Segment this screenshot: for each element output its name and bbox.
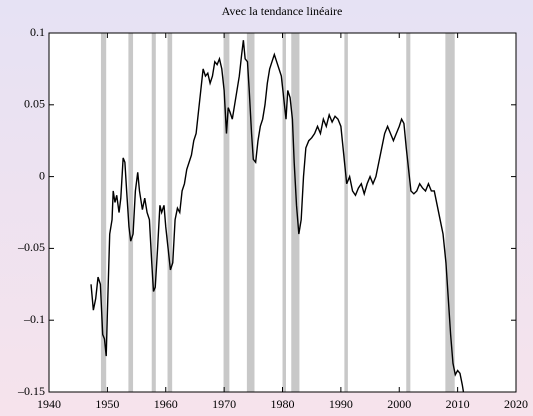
shaded-range bbox=[246, 33, 255, 392]
shaded-range bbox=[282, 33, 287, 392]
shaded-range bbox=[151, 33, 156, 392]
chart-title: Avec la tendance linéaire bbox=[222, 4, 343, 18]
x-tick-label: 1990 bbox=[329, 397, 353, 411]
y-tick-label: –0.05 bbox=[17, 240, 45, 254]
shaded-range bbox=[100, 33, 107, 392]
x-tick-label: 1940 bbox=[37, 397, 61, 411]
x-tick-label: 1960 bbox=[154, 397, 178, 411]
x-tick-label: 2000 bbox=[387, 397, 411, 411]
shaded-range bbox=[291, 33, 300, 392]
x-tick-label: 2010 bbox=[446, 397, 470, 411]
y-tick-label: –0.15 bbox=[17, 384, 45, 398]
shaded-range bbox=[445, 33, 455, 392]
shaded-range bbox=[344, 33, 348, 392]
shaded-range bbox=[128, 33, 134, 392]
y-tick-label: 0.1 bbox=[30, 25, 45, 39]
x-tick-label: 1970 bbox=[212, 397, 236, 411]
y-tick-label: 0 bbox=[39, 168, 45, 182]
shaded-range bbox=[167, 33, 173, 392]
x-tick-label: 1950 bbox=[95, 397, 119, 411]
shaded-range bbox=[223, 33, 230, 392]
x-tick-label: 1980 bbox=[271, 397, 295, 411]
y-tick-label: –0.1 bbox=[23, 312, 45, 326]
data-line bbox=[90, 40, 465, 393]
x-tick-label: 2020 bbox=[504, 397, 528, 411]
shaded-range bbox=[406, 33, 411, 392]
y-tick-label: 0.05 bbox=[24, 97, 45, 111]
